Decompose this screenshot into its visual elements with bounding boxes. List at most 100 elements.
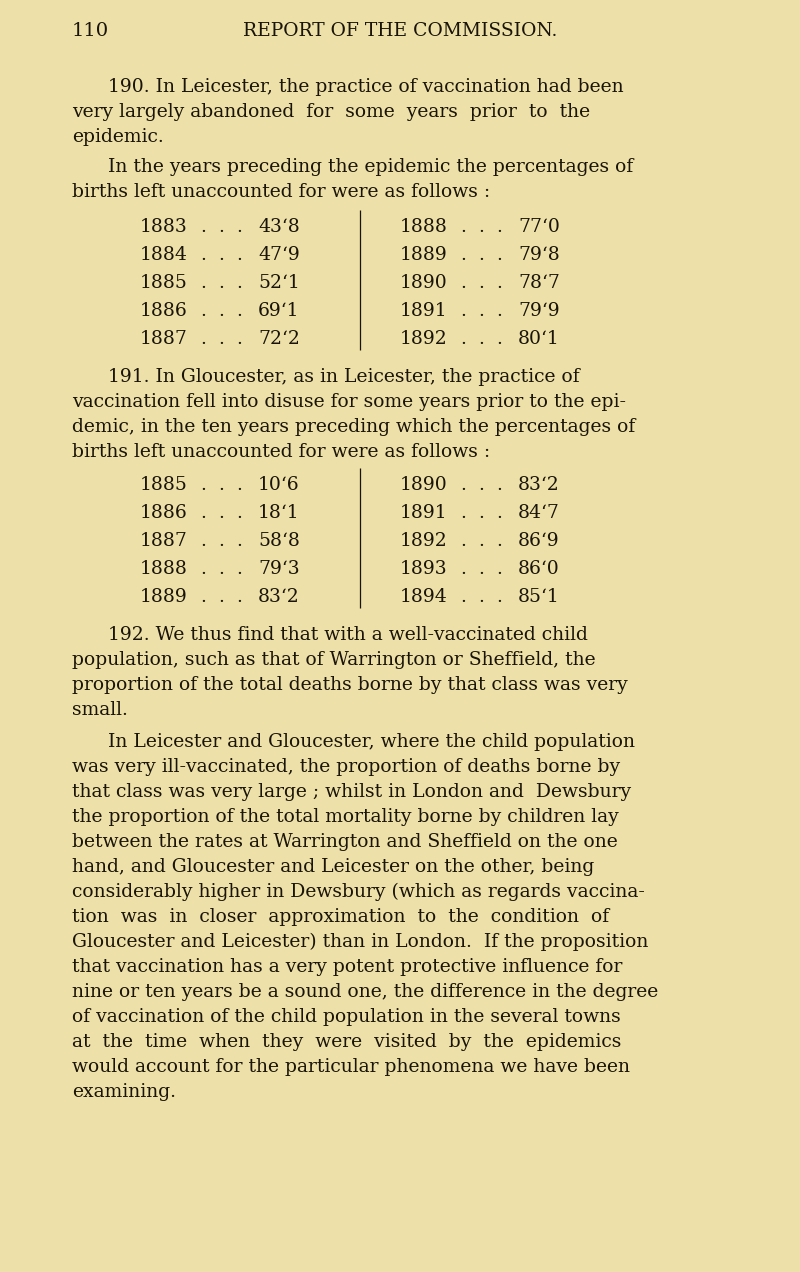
Text: at  the  time  when  they  were  visited  by  the  epidemics: at the time when they were visited by th… <box>72 1033 622 1051</box>
Text: .: . <box>460 532 466 550</box>
Text: 1892: 1892 <box>400 329 448 349</box>
Text: 1887: 1887 <box>140 329 188 349</box>
Text: 72‘2: 72‘2 <box>258 329 300 349</box>
Text: .: . <box>496 588 502 605</box>
Text: .: . <box>200 504 206 522</box>
Text: .: . <box>218 218 224 237</box>
Text: .: . <box>478 273 484 293</box>
Text: 83‘2: 83‘2 <box>518 476 560 494</box>
Text: 86‘0: 86‘0 <box>518 560 560 577</box>
Text: births left unaccounted for were as follows :: births left unaccounted for were as foll… <box>72 443 490 460</box>
Text: that vaccination has a very potent protective influence for: that vaccination has a very potent prote… <box>72 958 622 976</box>
Text: Gloucester and Leicester) than in London.  If the proposition: Gloucester and Leicester) than in London… <box>72 932 648 951</box>
Text: .: . <box>496 329 502 349</box>
Text: would account for the particular phenomena we have been: would account for the particular phenome… <box>72 1058 630 1076</box>
Text: .: . <box>496 560 502 577</box>
Text: that class was very large ; whilst in London and  Dewsbury: that class was very large ; whilst in Lo… <box>72 784 631 801</box>
Text: 79‘8: 79‘8 <box>518 245 560 265</box>
Text: 18‘1: 18‘1 <box>258 504 300 522</box>
Text: .: . <box>460 504 466 522</box>
Text: 83‘2: 83‘2 <box>258 588 300 605</box>
Text: 1889: 1889 <box>400 245 448 265</box>
Text: 192. We thus find that with a well-vaccinated child: 192. We thus find that with a well-vacci… <box>108 626 588 644</box>
Text: .: . <box>478 329 484 349</box>
Text: .: . <box>200 301 206 321</box>
Text: 1884: 1884 <box>140 245 188 265</box>
Text: .: . <box>200 588 206 605</box>
Text: .: . <box>200 273 206 293</box>
Text: 1887: 1887 <box>140 532 188 550</box>
Text: .: . <box>478 301 484 321</box>
Text: .: . <box>478 245 484 265</box>
Text: very largely abandoned  for  some  years  prior  to  the: very largely abandoned for some years pr… <box>72 103 590 121</box>
Text: population, such as that of Warrington or Sheffield, the: population, such as that of Warrington o… <box>72 651 596 669</box>
Text: .: . <box>236 329 242 349</box>
Text: .: . <box>218 588 224 605</box>
Text: .: . <box>478 560 484 577</box>
Text: 79‘3: 79‘3 <box>258 560 300 577</box>
Text: 110: 110 <box>72 22 109 39</box>
Text: .: . <box>496 476 502 494</box>
Text: .: . <box>200 329 206 349</box>
Text: of vaccination of the child population in the several towns: of vaccination of the child population i… <box>72 1007 621 1027</box>
Text: .: . <box>218 273 224 293</box>
Text: .: . <box>478 532 484 550</box>
Text: 1894: 1894 <box>400 588 448 605</box>
Text: .: . <box>478 588 484 605</box>
Text: .: . <box>218 245 224 265</box>
Text: .: . <box>460 301 466 321</box>
Text: .: . <box>496 218 502 237</box>
Text: 190. In Leicester, the practice of vaccination had been: 190. In Leicester, the practice of vacci… <box>108 78 624 95</box>
Text: between the rates at Warrington and Sheffield on the one: between the rates at Warrington and Shef… <box>72 833 618 851</box>
Text: proportion of the total deaths borne by that class was very: proportion of the total deaths borne by … <box>72 675 628 695</box>
Text: .: . <box>200 245 206 265</box>
Text: .: . <box>496 273 502 293</box>
Text: .: . <box>236 588 242 605</box>
Text: .: . <box>218 476 224 494</box>
Text: 10‘6: 10‘6 <box>258 476 300 494</box>
Text: examining.: examining. <box>72 1082 176 1102</box>
Text: .: . <box>496 504 502 522</box>
Text: .: . <box>496 245 502 265</box>
Text: 79‘9: 79‘9 <box>518 301 560 321</box>
Text: 43‘8: 43‘8 <box>258 218 300 237</box>
Text: 1889: 1889 <box>140 588 188 605</box>
Text: .: . <box>460 273 466 293</box>
Text: .: . <box>236 273 242 293</box>
Text: .: . <box>236 504 242 522</box>
Text: .: . <box>218 532 224 550</box>
Text: .: . <box>200 560 206 577</box>
Text: 85‘1: 85‘1 <box>518 588 560 605</box>
Text: .: . <box>496 532 502 550</box>
Text: 86‘9: 86‘9 <box>518 532 560 550</box>
Text: 1885: 1885 <box>140 476 188 494</box>
Text: tion  was  in  closer  approximation  to  the  condition  of: tion was in closer approximation to the … <box>72 908 609 926</box>
Text: 1888: 1888 <box>140 560 188 577</box>
Text: epidemic.: epidemic. <box>72 128 164 146</box>
Text: 80‘1: 80‘1 <box>518 329 560 349</box>
Text: 1885: 1885 <box>140 273 188 293</box>
Text: .: . <box>236 560 242 577</box>
Text: considerably higher in Dewsbury (which as regards vaccina-: considerably higher in Dewsbury (which a… <box>72 883 645 902</box>
Text: 1891: 1891 <box>400 504 448 522</box>
Text: .: . <box>218 560 224 577</box>
Text: 58‘8: 58‘8 <box>258 532 300 550</box>
Text: .: . <box>460 218 466 237</box>
Text: nine or ten years be a sound one, the difference in the degree: nine or ten years be a sound one, the di… <box>72 983 658 1001</box>
Text: .: . <box>236 476 242 494</box>
Text: .: . <box>218 301 224 321</box>
Text: .: . <box>460 476 466 494</box>
Text: .: . <box>200 532 206 550</box>
Text: births left unaccounted for were as follows :: births left unaccounted for were as foll… <box>72 183 490 201</box>
Text: .: . <box>236 245 242 265</box>
Text: .: . <box>496 301 502 321</box>
Text: 1886: 1886 <box>140 504 188 522</box>
Text: .: . <box>200 476 206 494</box>
Text: 1886: 1886 <box>140 301 188 321</box>
Text: .: . <box>460 329 466 349</box>
Text: .: . <box>478 504 484 522</box>
Text: .: . <box>236 218 242 237</box>
Text: In the years preceding the epidemic the percentages of: In the years preceding the epidemic the … <box>108 158 634 176</box>
Text: 191. In Gloucester, as in Leicester, the practice of: 191. In Gloucester, as in Leicester, the… <box>108 368 580 385</box>
Text: .: . <box>478 218 484 237</box>
